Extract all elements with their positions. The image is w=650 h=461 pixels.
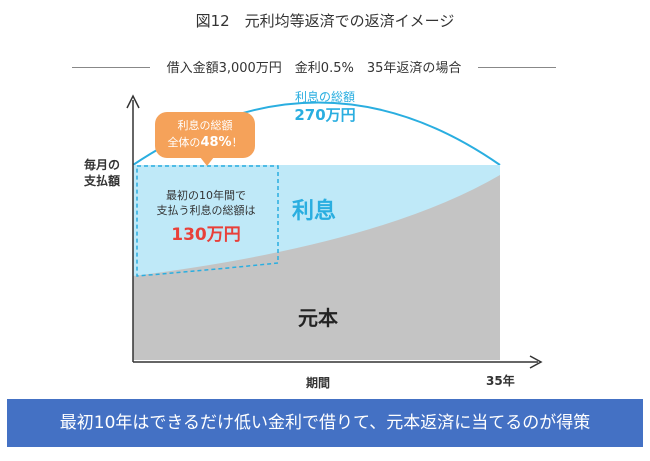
callout-line1: 利息の総額	[177, 119, 233, 132]
total-interest-value: 270万円	[294, 106, 356, 124]
x-axis-arrow	[529, 355, 543, 369]
interest-label: 利息	[292, 199, 337, 224]
callout-pointer	[200, 157, 214, 166]
subtitle-row: 借入金額3,000万円 金利0.5% 35年返済の場合	[0, 55, 650, 77]
subtitle-divider-left	[72, 67, 150, 68]
first-10-years-line1: 最初の10年間で	[166, 189, 246, 202]
first-10-years-value: 130万円	[171, 225, 241, 245]
y-axis-label-line1: 毎月の	[84, 158, 121, 172]
repayment-diagram	[126, 94, 543, 369]
y-axis-arrow	[126, 94, 140, 109]
first-10-years-text: 最初の10年間で 支払う利息の総額は	[140, 188, 272, 218]
callout-suffix: ！	[231, 136, 243, 149]
conclusion-banner: 最初10年はできるだけ低い金利で借りて、元本返済に当てるのが得策	[7, 399, 643, 447]
subtitle-divider-right	[478, 67, 556, 68]
first-10-years-box	[136, 165, 279, 277]
callout-line2: 全体の48%！	[155, 134, 255, 151]
callout-prefix: 全体の	[167, 136, 201, 149]
subtitle: 借入金額3,000万円 金利0.5% 35年返済の場合	[166, 61, 462, 76]
x-axis-label: 期間	[306, 376, 331, 390]
interest-share-callout: 利息の総額 全体の48%！	[155, 112, 255, 158]
callout-percentage: 48%	[200, 135, 232, 150]
first-10-years-line2: 支払う利息の総額は	[156, 204, 256, 217]
principal-area	[133, 175, 500, 360]
total-interest-label: 利息の総額	[294, 90, 355, 104]
principal-label: 元本	[298, 306, 338, 330]
x-axis-end-label: 35年	[486, 374, 515, 388]
figure-title: 図12 元利均等返済での返済イメージ	[195, 12, 455, 30]
y-axis-label-line2: 支払額	[84, 174, 121, 188]
